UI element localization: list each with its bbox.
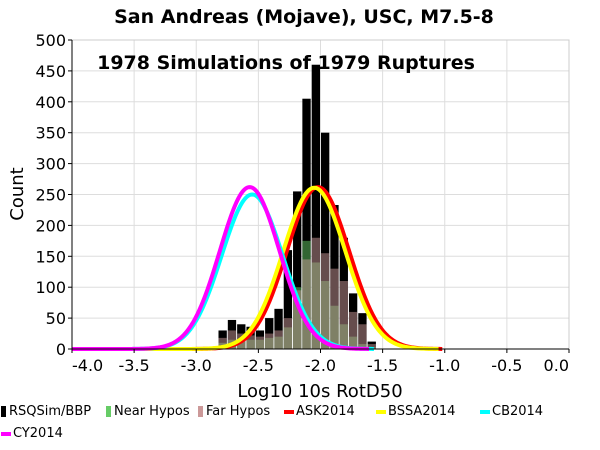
y-tick-label: 500 [35,31,66,50]
bar-far-hypos [311,237,320,349]
legend-swatch [284,409,294,414]
bar-far-hypos [367,344,376,349]
bar-rsqsim-bbp [321,132,330,349]
legend-item: Near Hypos [106,404,190,419]
bar-rsqsim-bbp [311,64,320,349]
y-tick-label: 100 [35,278,66,297]
bar-far-hypos [358,324,367,349]
x-tick-label: -1.5 [367,356,398,375]
y-tick-label: 250 [35,186,66,205]
x-tick-label: 0.0 [544,356,569,375]
curves [71,185,444,351]
curve-bssa2014 [71,185,440,351]
legend-item: CB2014 [480,404,543,419]
legend-item: ASK2014 [284,404,355,419]
y-tick-label: 300 [35,155,66,174]
bar-rsqsim-bbp [302,98,311,350]
y-tick-label: 50 [46,309,66,328]
legend-swatch [198,406,203,417]
legend-swatch [1,431,11,436]
legend-item: CY2014 [1,426,63,441]
y-tick-label: 350 [35,124,66,143]
chart-title: San Andreas (Mojave), USC, M7.5-8 [114,6,494,28]
legend-label: CB2014 [492,404,544,419]
bar-far-hypos [348,311,358,349]
bar-far-hypos [246,335,255,349]
legend: RSQSim/BBP Near Hypos Far Hypos ASK2014 BSSA… [0,404,600,450]
histogram-chart: 0 50 100 150 200 250 300 350 400 450 500 -4.0 -3.5 -3… [7,6,570,402]
legend-swatch [1,406,6,417]
bar-far-hypos [265,333,274,349]
bar-far-hypos [274,330,283,349]
bar-rsqsim-bbp [274,308,283,349]
x-tick-label: -2.5 [243,356,274,375]
legend-swatch [480,409,490,414]
bar-far-hypos [293,290,302,349]
bar-far-hypos [255,336,265,349]
bar-far-hypos [321,253,330,349]
gridlines [72,39,570,349]
legend-label: ASK2014 [296,404,355,419]
chart-annotation: 1978 Simulations of 1979 Ruptures [97,52,475,74]
y-axis-label: Count [7,167,28,220]
x-tick-label: -1.0 [429,356,460,375]
curve-ask2014 [71,185,444,351]
y-tick-label: 150 [35,247,66,266]
legend-item: BSSA2014 [376,404,455,419]
y-tick-label: 400 [35,93,66,112]
legend-label: Near Hypos [114,404,190,419]
legend-label: Far Hypos [206,404,271,419]
bar-far-hypos [330,268,339,349]
x-tick-label: -4.0 [72,356,103,375]
legend-swatch [376,409,386,414]
legend-label: CY2014 [13,426,63,441]
legend-swatch [106,406,111,417]
bar-far-hypos [302,259,311,349]
x-tick-label: -0.5 [491,356,522,375]
x-axis-label: Log10 10s RotD50 [237,381,402,402]
y-tick-label: 0 [56,340,66,359]
x-tick-label: -3.0 [181,356,212,375]
x-tick-label: -2.0 [305,356,336,375]
x-tick-label: -3.5 [119,356,150,375]
bar-far-hypos [227,330,237,349]
y-tick-label: 200 [35,216,66,235]
legend-label: BSSA2014 [388,404,456,419]
y-tick-label: 450 [35,62,66,81]
legend-item: Far Hypos [198,404,270,419]
bar-rsqsim-bbp [283,250,293,349]
bar-rsqsim-bbp [293,191,302,349]
legend-item: RSQSim/BBP [1,404,91,419]
bar-far-hypos [283,318,293,349]
bar-far-hypos [339,281,348,349]
legend-label: RSQSim/BBP [9,404,92,419]
ticks: 0 50 100 150 200 250 300 350 400 450 500 -4.0 -3.5 -3… [35,31,570,375]
bar-far-hypos [218,337,227,349]
bars [218,64,376,350]
